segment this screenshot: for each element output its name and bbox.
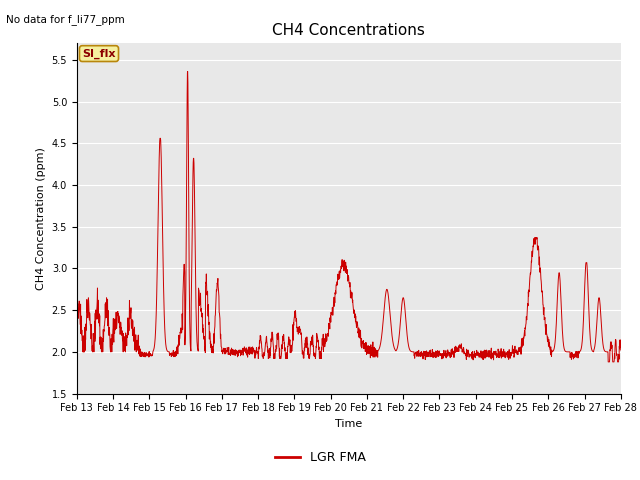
Y-axis label: CH4 Concentration (ppm): CH4 Concentration (ppm) bbox=[36, 147, 46, 290]
X-axis label: Time: Time bbox=[335, 419, 362, 429]
Title: CH4 Concentrations: CH4 Concentrations bbox=[273, 23, 425, 38]
Text: SI_flx: SI_flx bbox=[82, 48, 116, 59]
Text: No data for f_li77_ppm: No data for f_li77_ppm bbox=[6, 14, 125, 25]
Legend: LGR FMA: LGR FMA bbox=[269, 446, 371, 469]
